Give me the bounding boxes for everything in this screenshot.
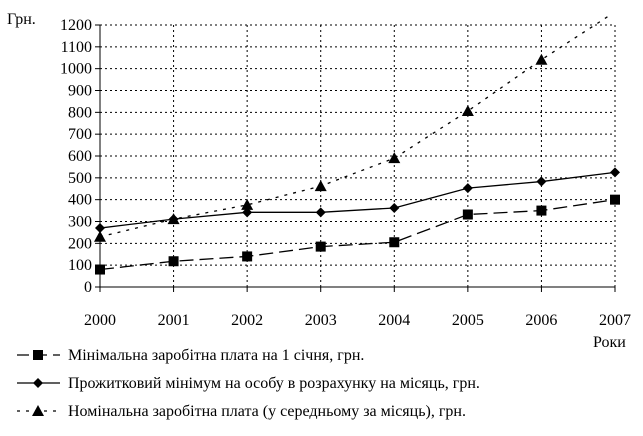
data-point-square — [168, 256, 179, 267]
data-point-triangle — [388, 152, 401, 164]
y-tick-label: 1200 — [60, 17, 92, 34]
data-point-triangle — [535, 53, 548, 65]
data-point-triangle — [167, 213, 180, 225]
y-tick-label: 400 — [68, 192, 92, 209]
data-point-diamond — [389, 202, 400, 213]
y-tick-label: 300 — [68, 214, 92, 231]
x-tick-label: 2007 — [599, 312, 631, 329]
series-triangle — [94, 15, 612, 242]
data-point-square — [242, 251, 253, 262]
legend-item: Мінімальна заробітна плата на 1 січня, г… — [17, 347, 364, 364]
series-layer — [94, 15, 620, 275]
series-line — [99, 199, 616, 271]
y-tick-label: 0 — [84, 279, 92, 296]
y-tick-label: 800 — [68, 104, 92, 121]
y-axis-label: Грн. — [7, 11, 36, 28]
y-tick-label: 1000 — [60, 61, 92, 78]
series-diamond — [95, 167, 620, 234]
y-tick-label: 500 — [68, 170, 92, 187]
data-point-triangle — [314, 180, 327, 192]
y-tick-label: 600 — [68, 148, 92, 165]
legend-marker-triangle — [32, 405, 44, 416]
legend-label: Мінімальна заробітна плата на 1 січня, г… — [68, 347, 364, 364]
data-point-square — [462, 209, 473, 220]
x-axis-label: Роки — [593, 334, 626, 351]
data-point-triangle — [461, 105, 474, 117]
x-tick-label: 2003 — [305, 312, 337, 329]
series-square — [95, 194, 620, 275]
legend-marker-square — [33, 350, 43, 360]
legend: Мінімальна заробітна плата на 1 січня, г… — [17, 347, 480, 420]
legend-label: Прожитковий мінімум на особу в розрахунк… — [68, 375, 480, 392]
y-tick-label: 900 — [68, 83, 92, 100]
legend-item: Прожитковий мінімум на особу в розрахунк… — [17, 375, 480, 392]
legend-label: Номінальна заробітна плата (у середньому… — [68, 403, 466, 420]
data-point-square — [315, 241, 326, 252]
data-point-diamond — [462, 183, 473, 194]
x-tick-label: 2005 — [452, 312, 484, 329]
x-tick-label: 2001 — [158, 312, 190, 329]
data-point-diamond — [610, 167, 620, 178]
y-tick-label: 1100 — [61, 39, 92, 56]
y-tick-label: 700 — [68, 126, 92, 143]
data-point-square — [95, 264, 105, 275]
x-tick-label: 2006 — [525, 312, 557, 329]
data-point-diamond — [95, 223, 105, 234]
data-point-square — [610, 194, 620, 205]
data-point-square — [536, 205, 547, 216]
y-tick-label: 200 — [68, 235, 92, 252]
series-line — [99, 15, 612, 238]
data-point-triangle — [94, 230, 106, 242]
data-point-square — [389, 237, 400, 248]
x-tick-labels: 2000 2001 2002 2003 2004 2005 2006 2007 — [84, 312, 631, 329]
series-line — [99, 171, 616, 229]
x-tick-label: 2002 — [231, 312, 263, 329]
data-point-diamond — [315, 207, 326, 218]
legend-item: Номінальна заробітна плата (у середньому… — [17, 403, 466, 420]
data-point-diamond — [536, 176, 547, 187]
data-point-triangle — [241, 198, 254, 210]
y-tick-label: 100 — [68, 257, 92, 274]
legend-marker-diamond — [33, 378, 43, 388]
axes — [95, 24, 616, 292]
y-tick-labels: 0 100 200 300 400 500 600 700 800 900 1000 1100 1200 — [60, 17, 92, 296]
x-tick-label: 2004 — [378, 312, 410, 329]
x-tick-label: 2000 — [84, 312, 116, 329]
